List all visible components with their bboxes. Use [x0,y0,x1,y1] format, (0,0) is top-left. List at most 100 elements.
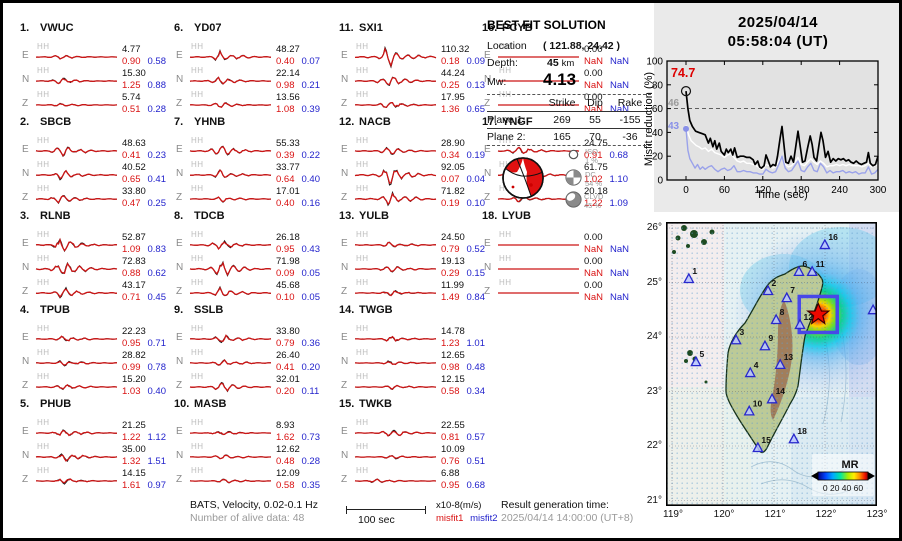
station-code: YULB [359,210,389,222]
channel-code: HH [356,442,369,451]
channel-code: HH [356,42,369,51]
station-marker [759,339,771,351]
channel-misfits: 1.22 1.12 [122,432,166,443]
waveform-trace [354,45,437,69]
waveform-grid: 1. VWUC E HH 4.77 0.90 0.58 N HH 15.30 1.25 0.88 Z HH… [20,22,634,491]
station-number: 12. [339,116,355,128]
component-letter: N [176,262,184,273]
station-header: 13. YULB [339,210,389,222]
clvd-pct: 45 % [584,201,602,210]
y-tick-label: 60 [652,104,664,115]
misfit1-value: 0.91 [584,150,603,161]
x-tick-label: 0 [683,185,689,196]
misfit1-legend: misfit1 [436,513,464,524]
channel-amplitude: 10.09 [441,444,465,455]
station-block: 10. MASB E HH 8.93 1.62 0.73 N HH 12.62 0.48 0.28 Z H… [174,396,326,491]
station-marker [683,272,695,284]
mw-value: 4.13 [543,70,577,89]
channel-misfits: NaN NaN [584,104,629,115]
misfit2-value: 0.28 [301,456,321,467]
channel-code: HH [37,136,50,145]
misfit1-value: 0.40 [276,198,295,209]
misfit1-value: 1.32 [122,456,141,467]
station-code: SXI1 [359,22,383,34]
channel-misfits: 0.29 0.15 [441,268,485,279]
misfit2-value: 0.10 [466,198,486,209]
misfit-reduction-chart: 0 20 40 60 80 100 0 60 120 180 240 300 74.7 46 43 [646,57,886,197]
channel-amplitude: 0.00 [584,280,603,291]
component-letter: E [176,426,183,437]
channel-misfits: NaN NaN [584,56,629,67]
component-letter: E [341,144,348,155]
misfit2-value: 0.13 [466,80,486,91]
station-marker-number: 6 [802,259,807,269]
station-marker-number: 5 [699,349,704,359]
misfit2-value: 1.09 [609,198,629,209]
station-marker-number: 18 [797,426,807,436]
channel-code: HH [191,324,204,333]
location-value: ( 121.88, 24.42 ) [543,40,621,52]
misfit1-value: 0.34 [441,150,460,161]
channel-misfits: 1.03 0.40 [122,386,166,397]
channel-amplitude: 14.15 [122,468,146,479]
station-marker [770,313,782,325]
misfit1-value: NaN [584,80,604,91]
station-header: 12. NACB [339,116,391,128]
station-number: 3. [20,210,30,222]
misfit2-value: 0.28 [147,104,167,115]
station-marker [781,291,793,303]
misfit2-value: 1.01 [466,338,486,349]
waveform-trace [35,54,118,60]
misfit1-value: 1.62 [276,432,295,443]
misfit2-value: 0.51 [466,456,486,467]
component-letter: E [22,50,29,61]
station-code: PHUB [40,398,72,410]
plane1-strike: 269 [543,111,581,129]
misfit1-value: 1.08 [276,104,295,115]
component-letter: Z [341,474,348,485]
misfit1-value: 0.10 [276,292,295,303]
iso-pct: 1 % [585,156,598,165]
channel-misfits: 0.58 0.34 [441,386,485,397]
misfit2-legend: misfit2 [470,513,498,524]
channel-code: HH [499,66,512,75]
map-lat-label: 24° [646,331,662,342]
waveform-trace [189,101,272,109]
channel-amplitude: 8.93 [276,420,295,431]
station-number: 10. [174,398,190,410]
component-letter: N [176,356,184,367]
misfit2-value: 0.25 [147,198,167,209]
misfit1-value: 0.29 [441,268,460,279]
misfit-x-axis-label: Time (sec) [756,189,808,201]
channel-amplitude: 21.25 [122,420,146,431]
station-code: LYUB [502,210,531,222]
waveform-trace [35,335,118,342]
misfit2-value: 0.65 [466,104,486,115]
channel-code: HH [499,230,512,239]
misfit1-value: NaN [584,56,604,67]
channel-misfits: NaN NaN [584,244,629,255]
station-number: 7. [174,116,184,128]
misfit2-value: 0.35 [301,480,321,491]
channel-amplitude: 14.78 [441,326,465,337]
waveform-trace [35,237,118,253]
channel-misfits: 0.47 0.25 [122,198,166,209]
station-marker-number: 15 [761,435,771,445]
waveform-trace [35,77,118,85]
station-marker-number: 16 [828,232,838,242]
component-letter: E [341,238,348,249]
channel-misfits: 0.18 0.09 [441,56,485,67]
map-lat-label: 25° [646,277,662,288]
station-block: 18. LYUB E HH 0.00 NaN NaN N HH 0.00 NaN NaN Z HH 0.00… [482,208,634,303]
taiwan-misfit-map: 123456789101112131415161718MR0 20 40 60 [666,222,877,506]
component-letter: N [341,74,349,85]
channel-code: HH [37,324,50,333]
station-header: 1. VWUC [20,22,74,34]
plane1-dip: 55 [581,111,609,129]
channel-misfits: 0.07 0.04 [441,174,485,185]
component-letter: N [484,168,492,179]
channel-code: HH [499,184,512,193]
channel-amplitude: 22.23 [122,326,146,337]
channel-misfits: 1.49 0.84 [441,292,485,303]
misfit2-value: 0.16 [301,198,321,209]
